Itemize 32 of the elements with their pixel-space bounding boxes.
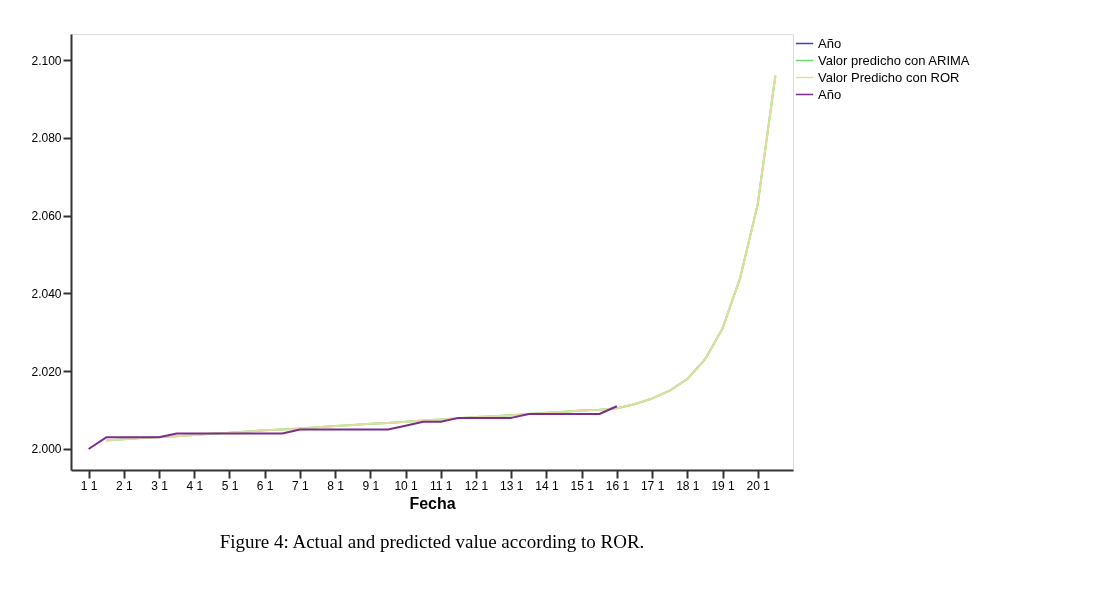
y-tick-label: 2.040 [31,286,62,301]
x-tick-label: 7 1 [292,478,310,493]
x-tick-label: 11 1 [430,478,453,493]
legend-label: Año [818,86,842,102]
x-tick-label: 18 1 [676,478,700,493]
legend-label: Valor Predicho con ROR [818,69,960,85]
x-tick-label: 9 1 [362,478,380,493]
y-tick-label: 2.080 [31,131,62,146]
y-tick-label: 2.060 [31,209,62,224]
x-tick-label: 16 1 [605,478,630,493]
x-tick-label: 14 1 [535,478,559,493]
legend-label: Año [818,35,842,51]
x-tick-label: 19 1 [711,478,736,493]
legend-label: Valor predicho con ARIMA [818,52,970,68]
x-tick-label: 1 1 [80,478,98,493]
y-tick-label: 2.000 [31,442,62,457]
y-tick-label: 2.020 [31,364,62,379]
x-tick-label: 12 1 [464,478,489,493]
x-tick-label: 3 1 [151,478,169,493]
x-tick-label: 2 1 [115,478,133,493]
x-tick-label: 4 1 [186,478,204,493]
x-tick-label: 6 1 [256,478,274,493]
x-tick-label: 13 1 [500,478,524,493]
caption: Figure 4: Actual and predicted value according to ROR. [219,531,645,552]
x-tick-label: 8 1 [327,478,345,493]
y-tick-label: 2.100 [31,53,62,68]
x-tick-label: 10 1 [394,478,419,493]
x-tick-label: 17 1 [640,478,665,493]
x-tick-label: 5 1 [221,478,239,493]
x-tick-label: 15 1 [570,478,595,493]
x-axis-title: Fecha [409,494,456,512]
x-tick-label: 20 1 [746,478,771,493]
